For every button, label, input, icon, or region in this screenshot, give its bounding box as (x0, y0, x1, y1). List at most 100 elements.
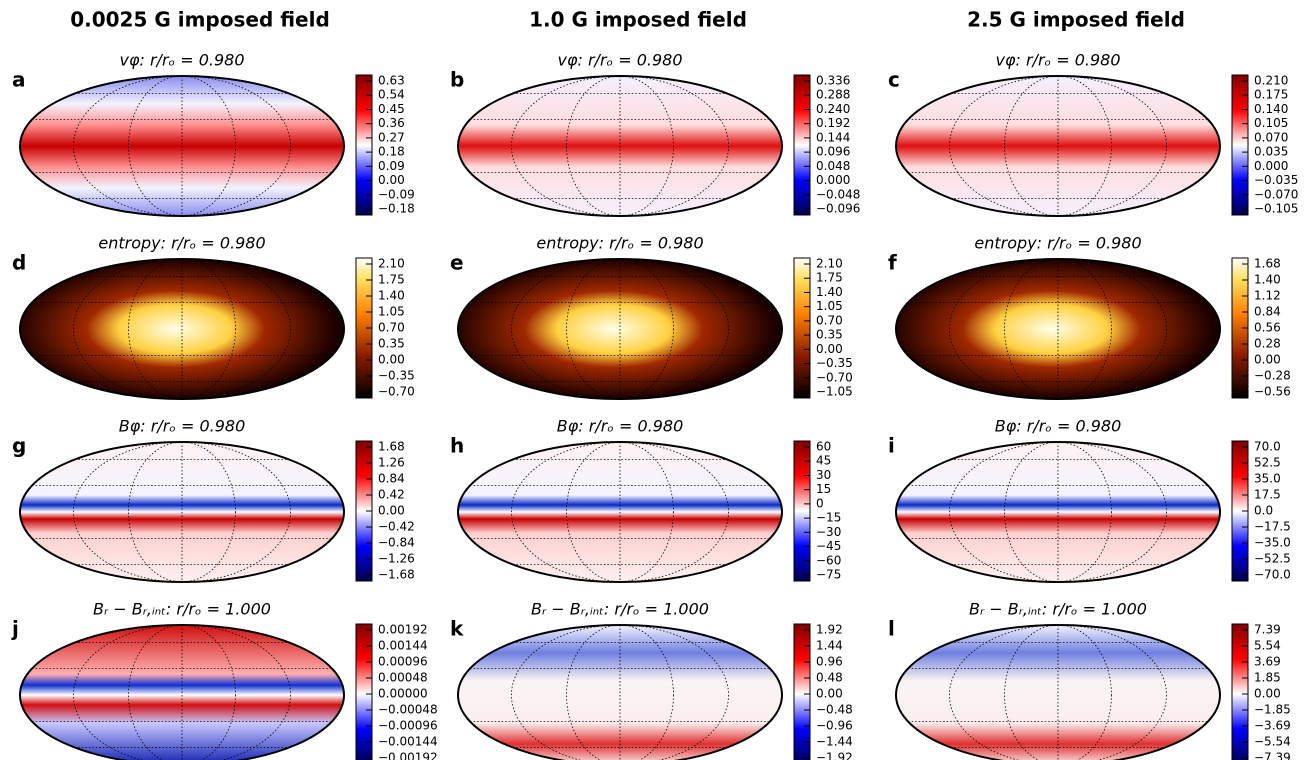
colorbar-tick-label: −0.70 (816, 370, 853, 384)
colorbar (1232, 75, 1248, 215)
colorbar-tick-label: 7.39 (1254, 623, 1281, 637)
colorbar-tick-label: −0.096 (816, 202, 860, 216)
colorbar-tick-label: 0.210 (1254, 74, 1288, 88)
colorbar-tick-label: 1.44 (816, 639, 843, 653)
colorbar-tick-label: 0.63 (378, 74, 405, 88)
colorbar-tick-label: 1.26 (378, 456, 405, 470)
colorbar-tick-label: 0.00 (378, 504, 405, 518)
colorbar-tick-label: 0.00 (378, 173, 405, 187)
panel-title: Bᵣ − Bᵣ,ᵢₙₜ: r/rₒ = 1.000 (969, 600, 1147, 619)
colorbar-tick-label: −75 (816, 568, 841, 582)
colorbar-tick-label: 52.5 (1254, 456, 1281, 470)
colorbar-tick-label: 0.27 (378, 130, 405, 144)
colorbar-tick-label: 0.42 (378, 488, 405, 502)
colorbar-tick-label: −0.00048 (378, 703, 438, 717)
colorbar-tick-label: −0.00192 (378, 751, 438, 760)
colorbar-tick-label: 0.00000 (378, 687, 428, 701)
colorbar-tick-label: 0.00144 (378, 639, 428, 653)
panel-letter: i (888, 434, 895, 458)
colorbar-tick-label: 0.45 (378, 102, 405, 116)
colorbar-tick-label: 0.000 (1254, 159, 1288, 173)
colorbar-tick-label: −1.44 (816, 735, 853, 749)
colorbar-tick-label: 60 (816, 440, 831, 454)
colorbar-tick-label: 0.00192 (378, 623, 428, 637)
colorbar-tick-label: 1.05 (378, 305, 405, 319)
panel-letter: b (450, 68, 464, 92)
panel-title: Bᵣ − Bᵣ,ᵢₙₜ: r/rₒ = 1.000 (93, 600, 271, 619)
colorbar-tick-label: 0.035 (1254, 145, 1288, 159)
colorbar-tick-label: 0.00 (816, 342, 843, 356)
colorbar-tick-label: 1.85 (1254, 671, 1281, 685)
colorbar (1232, 624, 1248, 760)
colorbar (356, 624, 372, 760)
panel-title: entropy: r/rₒ = 0.980 (974, 234, 1141, 253)
colorbar-tick-label: 3.69 (1254, 655, 1281, 669)
colorbar-tick-label: 1.68 (378, 440, 405, 454)
panel-letter: k (450, 617, 464, 641)
colorbar-tick-label: 0.00 (1254, 353, 1281, 367)
colorbar-tick-label: 1.12 (1254, 289, 1281, 303)
colorbar-tick-label: 1.40 (1254, 273, 1281, 287)
colorbar-tick-label: −0.35 (378, 369, 415, 383)
colorbar-tick-label: 15 (816, 482, 831, 496)
colorbar-tick-label: 1.68 (1254, 257, 1281, 271)
colorbar-tick-label: 0.84 (378, 472, 405, 486)
column-title: 2.5 G imposed field (967, 8, 1185, 32)
colorbar-tick-label: 0.18 (378, 145, 405, 159)
panel-title: vφ: r/rₒ = 0.980 (119, 51, 244, 70)
colorbar-tick-label: 1.75 (816, 271, 843, 285)
panel-letter: h (450, 434, 464, 458)
colorbar-tick-label: 0.35 (816, 328, 843, 342)
colorbar-tick-label: 0.070 (1254, 130, 1288, 144)
colorbar-tick-label: 0.00 (1254, 687, 1281, 701)
colorbar-tick-label: 0.096 (816, 145, 850, 159)
colorbar-tick-label: 30 (816, 468, 831, 482)
colorbar-tick-label: 0.00048 (378, 671, 428, 685)
colorbar-tick-label: 35.0 (1254, 472, 1281, 486)
colorbar-tick-label: −5.54 (1254, 735, 1291, 749)
colorbar-tick-label: 0.240 (816, 102, 850, 116)
colorbar-tick-label: −3.69 (1254, 719, 1291, 733)
colorbar-tick-label: 1.40 (378, 289, 405, 303)
colorbar-tick-label: 0.70 (816, 313, 843, 327)
colorbar (794, 258, 810, 398)
panel-letter: j (11, 617, 19, 641)
colorbar (794, 75, 810, 215)
colorbar-tick-label: 0.00 (816, 687, 843, 701)
colorbar-tick-label: −52.5 (1254, 552, 1291, 566)
colorbar-tick-label: 0.56 (1254, 321, 1281, 335)
colorbar-tick-label: 1.40 (816, 285, 843, 299)
colorbar-tick-label: 0.09 (378, 159, 405, 173)
colorbar-tick-label: 1.75 (378, 273, 405, 287)
colorbar-tick-label: −1.26 (378, 552, 415, 566)
colorbar-tick-label: 0.48 (816, 671, 843, 685)
colorbar-tick-label: 0.175 (1254, 88, 1288, 102)
colorbar-tick-label: −15 (816, 511, 841, 525)
colorbar-tick-label: 0.96 (816, 655, 843, 669)
colorbar-tick-label: 0.54 (378, 88, 405, 102)
colorbar-tick-label: 0.140 (1254, 102, 1288, 116)
colorbar-tick-label: −60 (816, 553, 841, 567)
colorbar-tick-label: 0 (816, 496, 824, 510)
panel-title: Bφ: r/rₒ = 0.980 (119, 417, 246, 436)
panel-letter: l (888, 617, 895, 641)
colorbar-tick-label: −0.84 (378, 536, 415, 550)
colorbar-tick-label: 0.84 (1254, 305, 1281, 319)
colorbar-tick-label: −0.70 (378, 385, 415, 399)
colorbar-tick-label: 0.00 (378, 353, 405, 367)
colorbar-tick-label: 0.105 (1254, 116, 1288, 130)
panel-letter: a (12, 68, 26, 92)
colorbar-tick-label: −1.68 (378, 568, 415, 582)
column-title: 1.0 G imposed field (529, 8, 747, 32)
colorbar-tick-label: 0.28 (1254, 337, 1281, 351)
colorbar-tick-label: 5.54 (1254, 639, 1281, 653)
colorbar-tick-label: −0.035 (1254, 173, 1298, 187)
colorbar-tick-label: 0.000 (816, 173, 850, 187)
colorbar-tick-label: 0.336 (816, 74, 850, 88)
panel-title: entropy: r/rₒ = 0.980 (98, 234, 265, 253)
colorbar-tick-label: −0.09 (378, 187, 415, 201)
colorbar-tick-label: −0.00144 (378, 735, 438, 749)
colorbar-tick-label: 17.5 (1254, 488, 1281, 502)
colorbar (794, 441, 810, 581)
panel-title: Bφ: r/rₒ = 0.980 (995, 417, 1122, 436)
